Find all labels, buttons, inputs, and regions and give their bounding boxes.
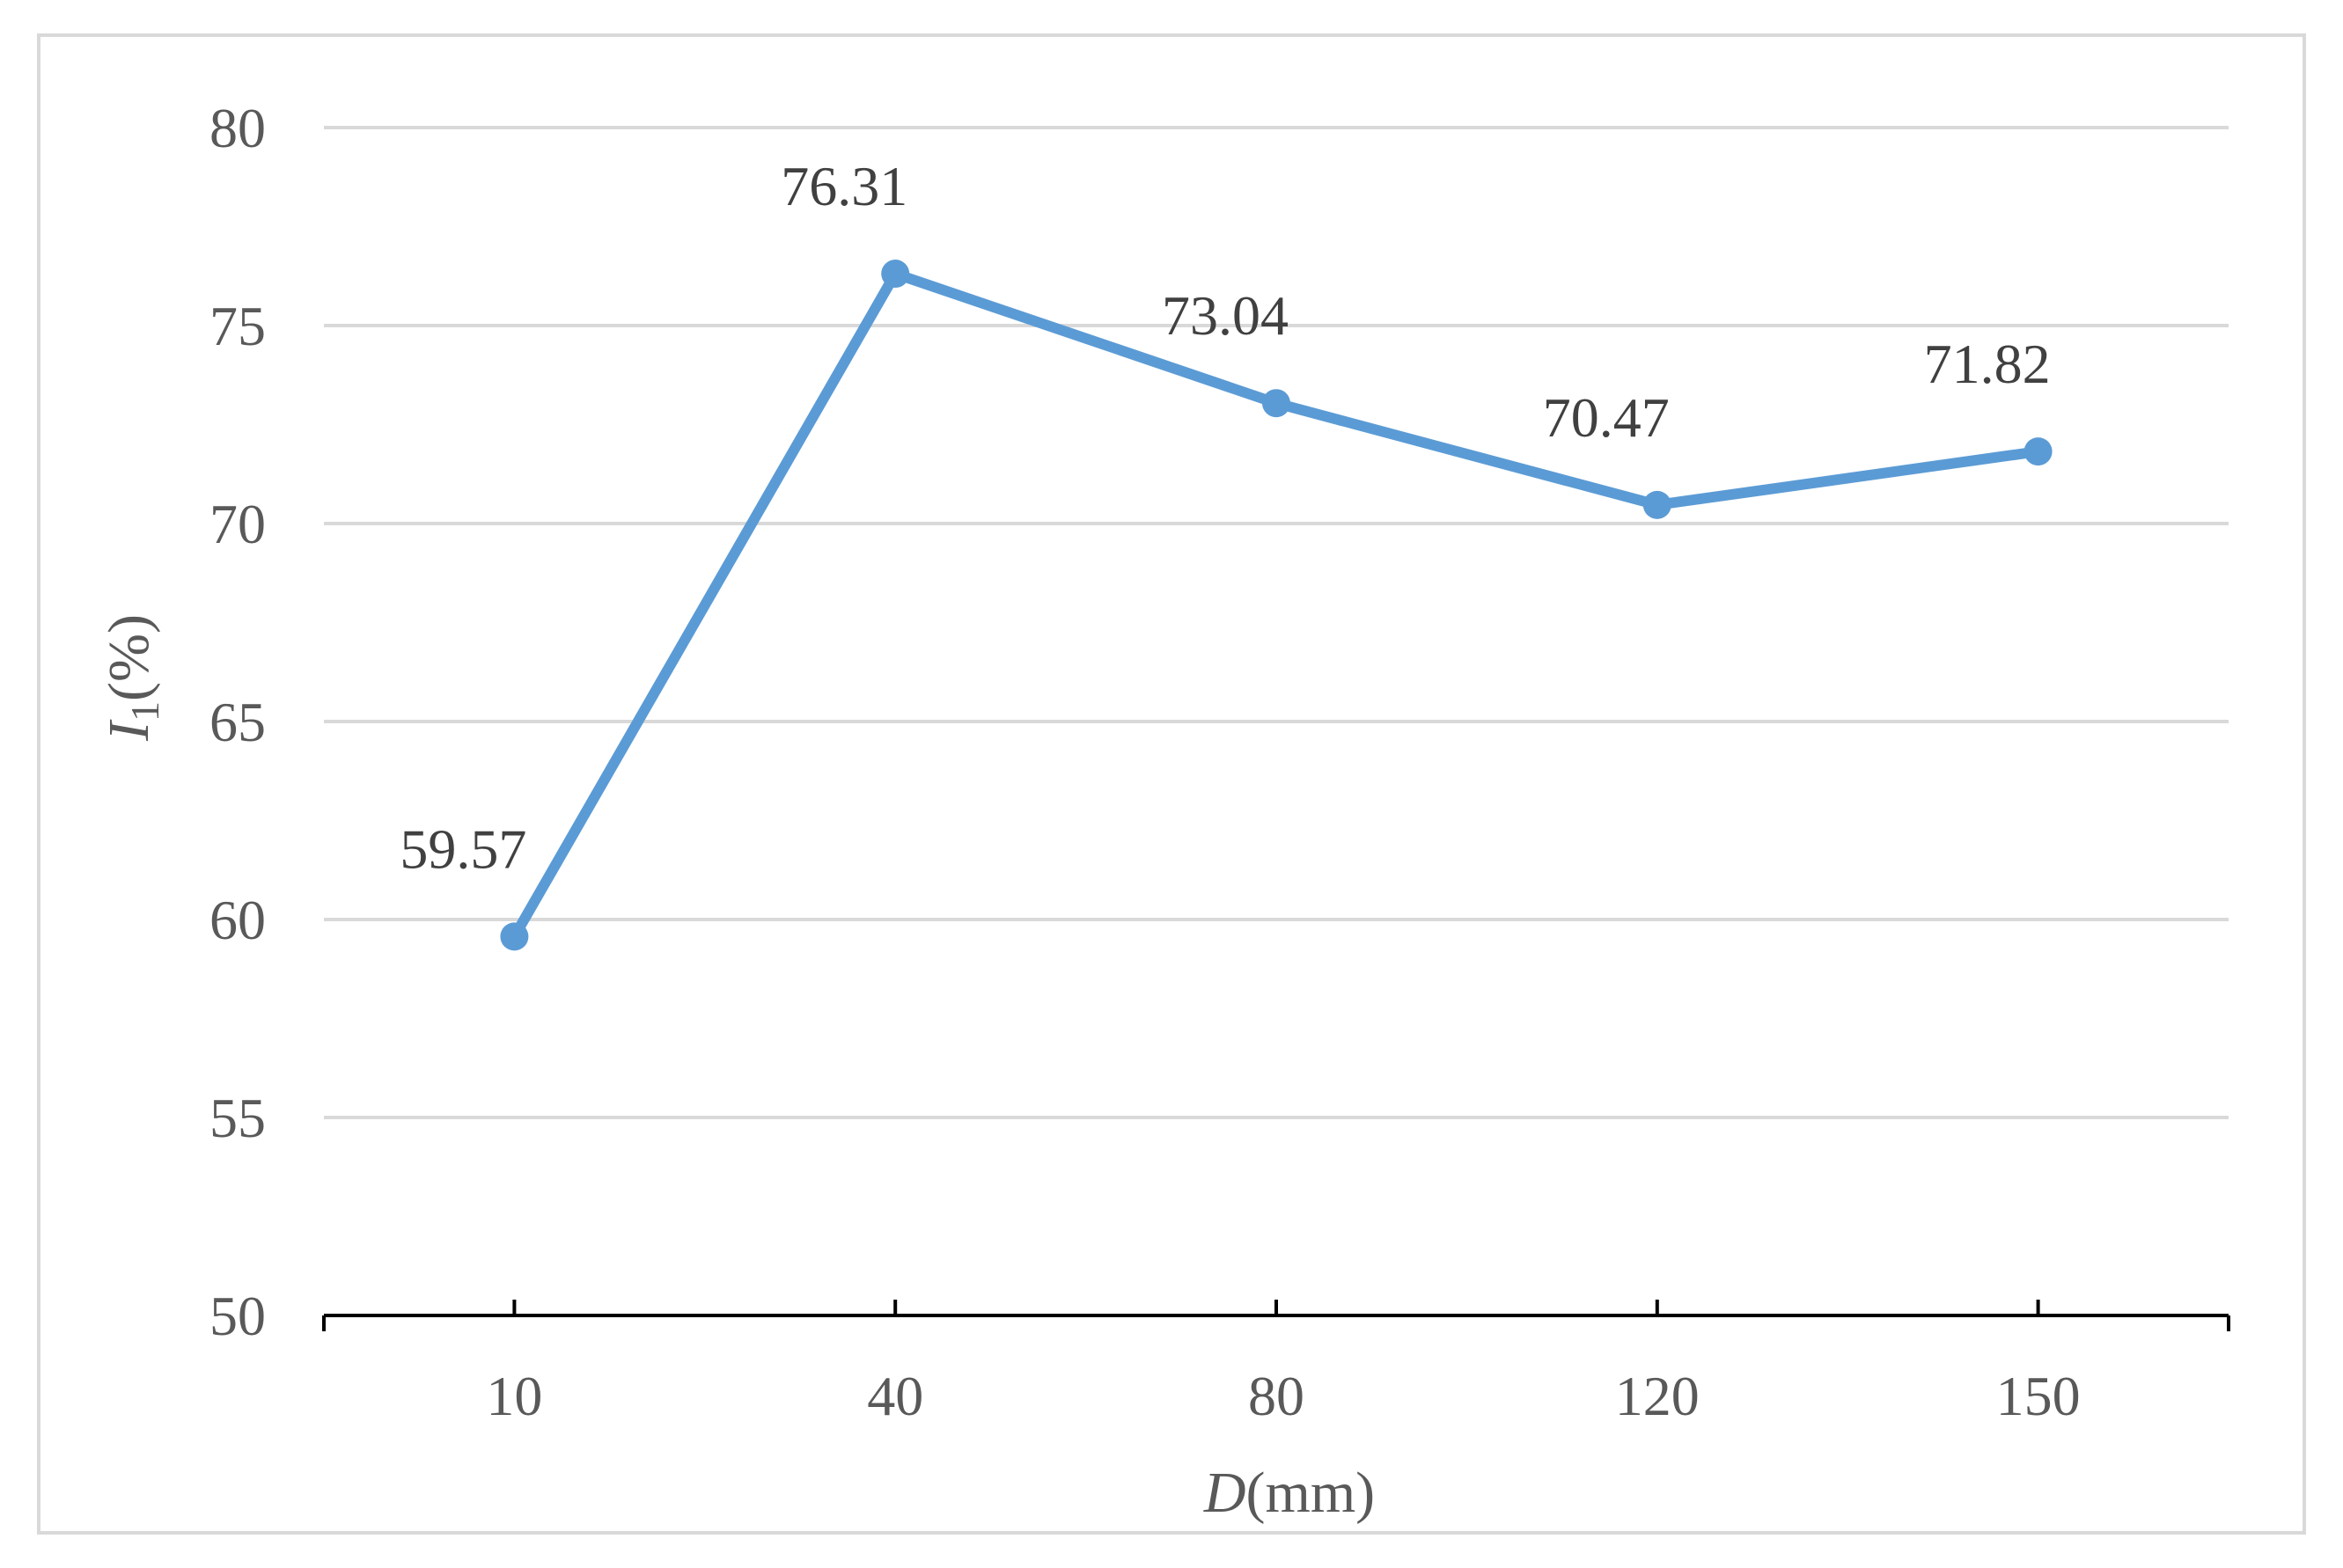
x-tick-label-40: 40 <box>867 1365 923 1427</box>
x-tick-label-80: 80 <box>1248 1365 1304 1427</box>
data-point-150 <box>2024 437 2053 466</box>
gridlines <box>324 126 2229 1119</box>
data-point-80 <box>1262 389 1290 418</box>
y-axis-title-unit: (%) <box>97 614 161 701</box>
y-axis-title-italic: I <box>97 719 161 742</box>
data-point-120 <box>1642 490 1671 519</box>
y-tick-label-65: 65 <box>209 691 266 753</box>
data-label-150: 71.82 <box>1924 333 2051 395</box>
y-axis-title: I1(%) <box>97 614 167 742</box>
y-tick-label-75: 75 <box>209 295 266 357</box>
x-axis-title: D(mm) <box>1203 1461 1375 1525</box>
x-tick-label-120: 120 <box>1615 1365 1700 1427</box>
y-tick-label-50: 50 <box>209 1285 266 1347</box>
data-point-40 <box>881 260 910 289</box>
data-label-40: 76.31 <box>781 155 907 217</box>
y-tick-labels: 50 55 60 65 70 75 80 <box>209 97 266 1347</box>
x-tick-labels: 10 40 80 120 150 <box>486 1365 2080 1427</box>
y-tick-label-55: 55 <box>209 1087 266 1149</box>
data-label-80: 73.04 <box>1162 284 1289 347</box>
series-line-group <box>500 260 2053 951</box>
data-label-10: 59.57 <box>400 817 526 880</box>
x-tick-label-150: 150 <box>1996 1365 2081 1427</box>
x-tick-label-10: 10 <box>486 1365 542 1427</box>
y-tick-label-60: 60 <box>209 889 266 951</box>
series-line <box>509 268 2044 942</box>
y-tick-label-80: 80 <box>209 97 266 159</box>
x-axis <box>322 1300 2230 1331</box>
data-labels: 59.57 76.31 73.04 70.47 71.82 <box>400 155 2050 880</box>
chart-frame <box>37 33 2306 1535</box>
x-axis-title-unit: (mm) <box>1246 1461 1376 1525</box>
data-point-10 <box>500 922 529 951</box>
y-tick-label-70: 70 <box>209 493 266 555</box>
x-axis-title-italic: D <box>1203 1461 1246 1525</box>
data-label-120: 70.47 <box>1543 386 1670 449</box>
y-axis-title-subscript: 1 <box>122 701 167 722</box>
